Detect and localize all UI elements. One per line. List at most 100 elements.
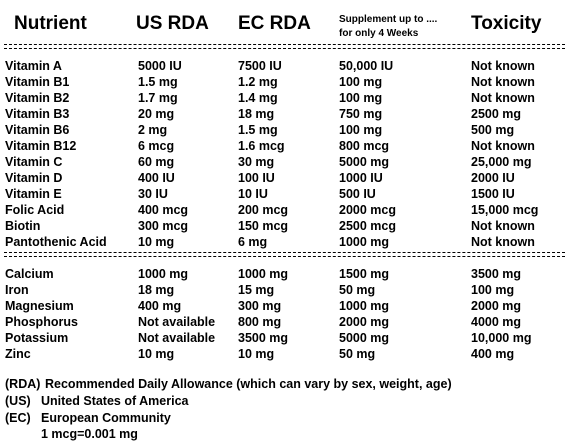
- nutrient-name-cell: Vitamin E: [5, 187, 62, 201]
- us-rda-cell: 6 mcg: [138, 139, 175, 153]
- table-row: Calcium 1000 mg 1000 mg 1500 mg 3500 mg: [0, 267, 569, 283]
- ec-rda-cell: 15 mg: [238, 283, 275, 297]
- supplement-cell: 100 mg: [339, 123, 383, 137]
- ec-rda-cell: 10 IU: [238, 187, 268, 201]
- us-rda-column-header: US RDA: [136, 13, 209, 34]
- supplement-cell: 50 mg: [339, 283, 376, 297]
- us-rda-cell: 400 mcg: [138, 203, 189, 217]
- toxicity-cell: Not known: [471, 139, 535, 153]
- nutrient-name-cell: Zinc: [5, 347, 31, 361]
- header-divider: [4, 44, 565, 49]
- ec-rda-cell: 1.2 mg: [238, 75, 278, 89]
- section-divider: [4, 252, 565, 257]
- supplement-cell: 1500 mg: [339, 267, 390, 281]
- ec-rda-cell: 7500 IU: [238, 59, 282, 73]
- table-row: Biotin 300 mcg 150 mcg 2500 mcg Not known: [0, 219, 569, 235]
- footnote-rda: (RDA) Recommended Daily Allowance (which…: [0, 377, 569, 393]
- supplement-cell: 5000 mg: [339, 331, 390, 345]
- ec-rda-column-header: EC RDA: [238, 13, 311, 34]
- us-rda-cell: 400 IU: [138, 171, 175, 185]
- us-rda-cell: 400 mg: [138, 299, 182, 313]
- footnote-ec: (EC) European Community: [0, 411, 569, 427]
- table-row: Vitamin B6 2 mg 1.5 mg 100 mg 500 mg: [0, 123, 569, 139]
- ec-rda-cell: 800 mg: [238, 315, 282, 329]
- supplement-cell: 1000 IU: [339, 171, 383, 185]
- ec-rda-cell: 1.5 mg: [238, 123, 278, 137]
- table-row: Vitamin D 400 IU 100 IU 1000 IU 2000 IU: [0, 171, 569, 187]
- table-row: Vitamin A 5000 IU 7500 IU 50,000 IU Not know…: [0, 59, 569, 75]
- nutrient-name-cell: Vitamin B12: [5, 139, 77, 153]
- us-rda-cell: 2 mg: [138, 123, 168, 137]
- supplement-cell: 1000 mg: [339, 299, 390, 313]
- toxicity-column-header: Toxicity: [471, 13, 542, 34]
- supplement-cell: 2000 mg: [339, 315, 390, 329]
- footnote-us: (US) United States of America: [0, 394, 569, 410]
- nutrient-name-cell: Calcium: [5, 267, 54, 281]
- supplement-cell: 50,000 IU: [339, 59, 394, 73]
- table-row: Vitamin E 30 IU 10 IU 500 IU 1500 IU: [0, 187, 569, 203]
- toxicity-cell: 2500 mg: [471, 107, 522, 121]
- nutrient-name-cell: Potassium: [5, 331, 69, 345]
- unit-note: 1 mcg=0.001 mg: [0, 427, 569, 443]
- us-rda-cell: 300 mcg: [138, 219, 189, 233]
- ec-rda-cell: 18 mg: [238, 107, 275, 121]
- supplement-cell: 100 mg: [339, 91, 383, 105]
- supplement-cell: 800 mcg: [339, 139, 390, 153]
- us-rda-cell: 1.5 mg: [138, 75, 178, 89]
- nutrient-name-cell: Phosphorus: [5, 315, 78, 329]
- us-rda-cell: Not available: [138, 331, 216, 345]
- toxicity-cell: 500 mg: [471, 123, 515, 137]
- toxicity-cell: Not known: [471, 59, 535, 73]
- table-row: Vitamin C 60 mg 30 mg 5000 mg 25,000 mg: [0, 155, 569, 171]
- footnote-abbr: (RDA): [5, 377, 41, 391]
- footnote-text: Recommended Daily Allowance (which can v…: [45, 377, 452, 391]
- nutrient-name-cell: Biotin: [5, 219, 41, 233]
- supplement-cell: 1000 mg: [339, 235, 390, 249]
- us-rda-cell: Not available: [138, 315, 216, 329]
- toxicity-cell: Not known: [471, 75, 535, 89]
- supplement-column-header-line1: Supplement up to ....: [339, 14, 438, 25]
- toxicity-cell: 2000 IU: [471, 171, 515, 185]
- us-rda-cell: 1000 mg: [138, 267, 189, 281]
- nutrient-name-cell: Vitamin B1: [5, 75, 70, 89]
- toxicity-cell: 4000 mg: [471, 315, 522, 329]
- table-row: Iron 18 mg 15 mg 50 mg 100 mg: [0, 283, 569, 299]
- toxicity-cell: Not known: [471, 219, 535, 233]
- table-row: Pantothenic Acid 10 mg 6 mg 1000 mg Not know…: [0, 235, 569, 251]
- us-rda-cell: 20 mg: [138, 107, 175, 121]
- table-row: Vitamin B1 1.5 mg 1.2 mg 100 mg Not known: [0, 75, 569, 91]
- us-rda-cell: 60 mg: [138, 155, 175, 169]
- supplement-cell: 500 IU: [339, 187, 376, 201]
- toxicity-cell: Not known: [471, 91, 535, 105]
- nutrient-column-header: Nutrient: [14, 13, 87, 34]
- footnote-text: United States of America: [41, 394, 189, 408]
- table-row: Phosphorus Not available 800 mg 2000 mg 4000…: [0, 315, 569, 331]
- footnote-abbr: (EC): [5, 411, 31, 425]
- ec-rda-cell: 1000 mg: [238, 267, 289, 281]
- nutrient-name-cell: Folic Acid: [5, 203, 65, 217]
- table-row: Vitamin B3 20 mg 18 mg 750 mg 2500 mg: [0, 107, 569, 123]
- supplement-cell: 750 mg: [339, 107, 383, 121]
- nutrient-name-cell: Vitamin B2: [5, 91, 70, 105]
- ec-rda-cell: 6 mg: [238, 235, 268, 249]
- toxicity-cell: 100 mg: [471, 283, 515, 297]
- ec-rda-cell: 150 mcg: [238, 219, 289, 233]
- nutrient-name-cell: Pantothenic Acid: [5, 235, 107, 249]
- supplement-cell: 2500 mcg: [339, 219, 396, 233]
- toxicity-cell: 3500 mg: [471, 267, 522, 281]
- nutrient-name-cell: Vitamin B3: [5, 107, 70, 121]
- toxicity-cell: 10,000 mg: [471, 331, 532, 345]
- table-row: Vitamin B2 1.7 mg 1.4 mg 100 mg Not known: [0, 91, 569, 107]
- supplement-column-header-line2: for only 4 Weeks: [339, 28, 419, 39]
- table-row: Zinc 10 mg 10 mg 50 mg 400 mg: [0, 347, 569, 363]
- nutrient-name-cell: Vitamin B6: [5, 123, 70, 137]
- ec-rda-cell: 100 IU: [238, 171, 275, 185]
- supplement-cell: 100 mg: [339, 75, 383, 89]
- toxicity-cell: 15,000 mcg: [471, 203, 539, 217]
- us-rda-cell: 1.7 mg: [138, 91, 178, 105]
- nutrient-name-cell: Vitamin A: [5, 59, 62, 73]
- toxicity-cell: 2000 mg: [471, 299, 522, 313]
- us-rda-cell: 10 mg: [138, 235, 175, 249]
- ec-rda-cell: 10 mg: [238, 347, 275, 361]
- table-row: Folic Acid 400 mcg 200 mcg 2000 mcg 15,000 m…: [0, 203, 569, 219]
